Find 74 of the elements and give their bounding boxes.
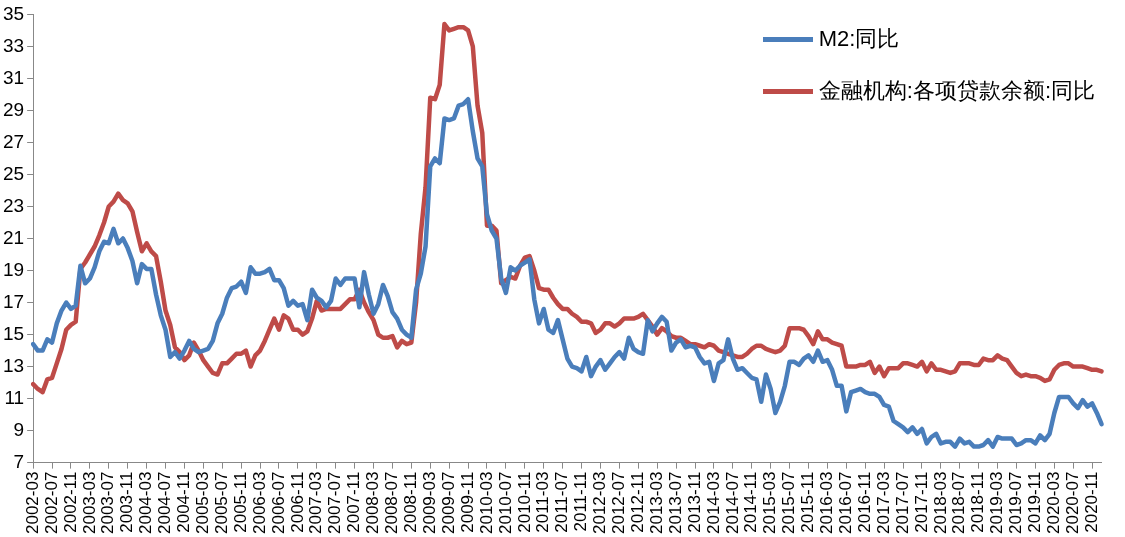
x-tick-label: 2015-07 bbox=[779, 471, 799, 534]
y-tick-label: 13 bbox=[2, 354, 25, 376]
x-tick-label: 2013-03 bbox=[646, 471, 666, 534]
x-tick-label: 2016-07 bbox=[835, 471, 855, 534]
y-tick-label: 17 bbox=[2, 290, 25, 312]
x-tick-label: 2008-03 bbox=[363, 471, 383, 534]
x-tick-label: 2020-03 bbox=[1044, 471, 1064, 534]
x-tick-label: 2003-11 bbox=[117, 471, 137, 533]
x-tick-label: 2008-11 bbox=[401, 471, 421, 533]
x-tick-label: 2006-11 bbox=[287, 471, 307, 533]
x-tick-label: 2020-11 bbox=[1081, 471, 1101, 533]
x-tick-label: 2007-07 bbox=[325, 471, 345, 534]
x-tick-label: 2008-07 bbox=[382, 471, 402, 534]
x-tick-label: 2009-03 bbox=[419, 471, 439, 534]
x-tick-label: 2004-03 bbox=[136, 471, 156, 534]
x-tick-label: 2017-03 bbox=[873, 471, 893, 534]
y-tick-label: 29 bbox=[2, 98, 25, 120]
x-tick-label: 2010-03 bbox=[476, 471, 496, 534]
x-tick-label: 2016-03 bbox=[817, 471, 837, 534]
y-tick-label: 21 bbox=[2, 226, 25, 248]
x-tick-label: 2016-11 bbox=[854, 471, 874, 533]
x-tick-label: 2014-07 bbox=[722, 471, 742, 534]
x-tick-label: 2018-07 bbox=[949, 471, 969, 534]
x-tick-label: 2007-03 bbox=[306, 471, 326, 534]
x-tick-label: 2019-03 bbox=[987, 471, 1007, 534]
x-tick-label: 2011-07 bbox=[552, 471, 572, 533]
x-tick-label: 2009-11 bbox=[457, 471, 477, 533]
x-tick-label: 2004-11 bbox=[174, 471, 194, 533]
y-tick-label: 15 bbox=[2, 322, 25, 344]
y-tick-label: 9 bbox=[13, 418, 25, 440]
y-tick-label: 33 bbox=[2, 34, 25, 56]
x-tick-label: 2019-11 bbox=[1025, 471, 1045, 533]
x-tick-label: 2019-07 bbox=[1006, 471, 1026, 534]
x-tick-label: 2011-11 bbox=[571, 471, 591, 532]
x-tick-label: 2017-07 bbox=[892, 471, 912, 534]
x-tick-label: 2017-11 bbox=[911, 471, 931, 533]
x-tick-label: 2012-03 bbox=[590, 471, 610, 534]
y-tick-label: 27 bbox=[2, 130, 25, 152]
x-tick-label: 2013-11 bbox=[684, 471, 704, 533]
x-tick-label: 2015-11 bbox=[798, 471, 818, 533]
x-tick-label: 2018-11 bbox=[968, 471, 988, 533]
x-tick-label: 2015-03 bbox=[760, 471, 780, 534]
y-tick-label: 23 bbox=[2, 194, 25, 216]
x-tick-label: 2013-07 bbox=[665, 471, 685, 534]
x-tick-label: 2005-03 bbox=[193, 471, 213, 534]
x-tick-label: 2010-11 bbox=[514, 471, 534, 533]
x-tick-label: 2002-11 bbox=[60, 471, 80, 533]
y-tick-label: 25 bbox=[2, 162, 25, 184]
x-tick-label: 2002-07 bbox=[41, 471, 61, 534]
x-tick-label: 2011-03 bbox=[533, 471, 553, 533]
legend-label: 金融机构:各项贷款余额:同比 bbox=[818, 77, 1095, 105]
x-tick-label: 2004-07 bbox=[155, 471, 175, 534]
x-tick-label: 2014-11 bbox=[741, 471, 761, 533]
x-tick-label: 2003-07 bbox=[98, 471, 118, 534]
x-tick-label: 2014-03 bbox=[703, 471, 723, 534]
x-tick-label: 2020-07 bbox=[1062, 471, 1082, 534]
x-tick-label: 2002-03 bbox=[22, 471, 42, 534]
x-tick-label: 2018-03 bbox=[930, 471, 950, 534]
y-tick-label: 31 bbox=[2, 66, 25, 88]
y-tick-label: 35 bbox=[2, 2, 25, 24]
y-tick-label: 11 bbox=[4, 386, 25, 408]
x-tick-label: 2012-07 bbox=[609, 471, 629, 534]
x-tick-label: 2009-07 bbox=[438, 471, 458, 534]
x-tick-label: 2012-11 bbox=[627, 471, 647, 533]
y-tick-label: 19 bbox=[2, 258, 25, 280]
x-tick-label: 2007-11 bbox=[344, 471, 364, 533]
x-tick-label: 2005-11 bbox=[230, 471, 250, 533]
y-tick-label: 7 bbox=[13, 450, 25, 472]
x-tick-label: 2006-07 bbox=[268, 471, 288, 534]
x-tick-label: 2005-07 bbox=[211, 471, 231, 534]
x-tick-label: 2006-03 bbox=[249, 471, 269, 534]
x-tick-label: 2003-03 bbox=[79, 471, 99, 534]
x-tick-label: 2010-07 bbox=[495, 471, 515, 534]
legend-label: M2:同比 bbox=[818, 25, 900, 53]
